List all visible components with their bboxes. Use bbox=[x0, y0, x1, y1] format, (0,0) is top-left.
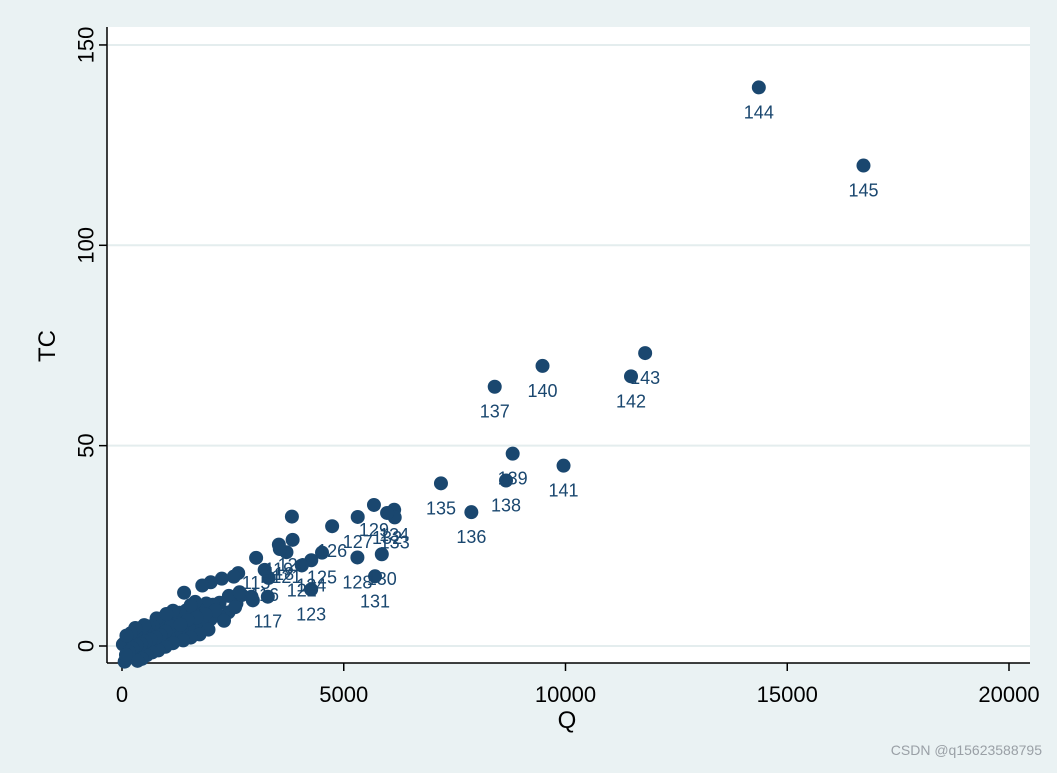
data-point bbox=[159, 606, 174, 621]
data-point bbox=[433, 476, 448, 491]
x-tick-label: 0 bbox=[116, 682, 128, 707]
data-label: 130 bbox=[367, 569, 397, 589]
data-point bbox=[232, 585, 247, 600]
x-tick-label: 15000 bbox=[757, 682, 818, 707]
data-point bbox=[535, 358, 550, 373]
data-point bbox=[350, 509, 365, 524]
data-label: 134 bbox=[379, 525, 409, 545]
data-point bbox=[183, 598, 198, 613]
data-point bbox=[350, 550, 365, 565]
data-label: 115 bbox=[242, 573, 271, 593]
data-point bbox=[272, 542, 287, 557]
x-axis-title: Q bbox=[558, 707, 577, 734]
data-point bbox=[374, 547, 389, 562]
data-label: 117 bbox=[253, 612, 282, 632]
data-point bbox=[195, 578, 210, 593]
y-tick-label: 0 bbox=[74, 640, 99, 652]
data-point bbox=[315, 545, 330, 560]
data-label: 119 bbox=[265, 560, 294, 580]
data-label: 125 bbox=[307, 568, 337, 588]
y-axis-title: TC bbox=[34, 330, 61, 362]
data-point bbox=[173, 617, 188, 632]
data-point bbox=[505, 446, 520, 461]
data-label: 143 bbox=[630, 368, 660, 388]
data-label: 129 bbox=[359, 520, 389, 540]
data-point bbox=[380, 505, 395, 520]
x-tick-label: 5000 bbox=[319, 682, 368, 707]
data-labels: 1441451431421401371391411381351361341331… bbox=[242, 102, 879, 631]
data-point bbox=[856, 158, 871, 173]
data-point bbox=[260, 589, 275, 604]
data-label: 141 bbox=[549, 481, 579, 501]
watermark: CSDN @q15623588795 bbox=[891, 742, 1042, 758]
data-point bbox=[487, 379, 502, 394]
data-point bbox=[304, 582, 319, 597]
data-label: 144 bbox=[744, 102, 774, 122]
data-point bbox=[624, 369, 639, 384]
data-point bbox=[294, 558, 309, 573]
axes: 0 50 100 150 0 5000 10000 15000 20000 bbox=[74, 27, 1040, 707]
data-label: 145 bbox=[848, 181, 878, 201]
data-point bbox=[638, 346, 653, 361]
data-label: 126 bbox=[317, 541, 347, 561]
data-label: 139 bbox=[498, 469, 528, 489]
data-label: 132 bbox=[372, 528, 402, 548]
data-point bbox=[177, 585, 192, 600]
data-point bbox=[499, 473, 514, 488]
x-tick-label: 20000 bbox=[978, 682, 1039, 707]
data-label: 120 bbox=[278, 555, 308, 575]
x-tick-label: 10000 bbox=[535, 682, 596, 707]
data-point bbox=[464, 505, 479, 520]
data-label: 135 bbox=[426, 498, 456, 518]
data-point bbox=[245, 593, 260, 608]
data-point bbox=[285, 532, 300, 547]
data-label: 131 bbox=[360, 591, 390, 611]
data-label: 124 bbox=[296, 575, 326, 595]
data-point bbox=[368, 569, 383, 584]
data-point bbox=[214, 571, 229, 586]
data-label: 136 bbox=[456, 527, 486, 547]
data-label: 127 bbox=[343, 532, 373, 552]
data-point bbox=[751, 80, 766, 95]
data-label: 116 bbox=[250, 585, 279, 605]
data-point bbox=[118, 647, 133, 662]
data-point bbox=[556, 458, 571, 473]
grid-lines bbox=[108, 43, 1030, 647]
data-point bbox=[119, 628, 134, 643]
data-label: 138 bbox=[491, 496, 521, 516]
data-point bbox=[217, 613, 232, 628]
y-tick-label: 100 bbox=[74, 227, 99, 264]
data-label: 123 bbox=[296, 605, 326, 625]
data-label: 118 bbox=[265, 564, 294, 584]
data-point bbox=[257, 562, 272, 577]
data-label: 122 bbox=[287, 580, 317, 600]
data-point bbox=[284, 509, 299, 524]
data-label: 128 bbox=[342, 572, 372, 592]
data-label: 140 bbox=[528, 381, 558, 401]
data-point bbox=[366, 497, 381, 512]
y-tick-label: 50 bbox=[74, 433, 99, 457]
data-point bbox=[325, 519, 340, 534]
data-label: 137 bbox=[480, 402, 510, 422]
data-point bbox=[249, 550, 264, 565]
data-point bbox=[226, 569, 241, 584]
data-label: 133 bbox=[380, 532, 410, 552]
plot-background bbox=[107, 27, 1030, 663]
y-tick-label: 150 bbox=[74, 27, 99, 64]
data-label: 121 bbox=[271, 567, 301, 587]
data-point bbox=[130, 653, 145, 668]
data-label: 142 bbox=[616, 391, 646, 411]
data-points bbox=[115, 80, 871, 669]
data-point bbox=[228, 600, 243, 615]
